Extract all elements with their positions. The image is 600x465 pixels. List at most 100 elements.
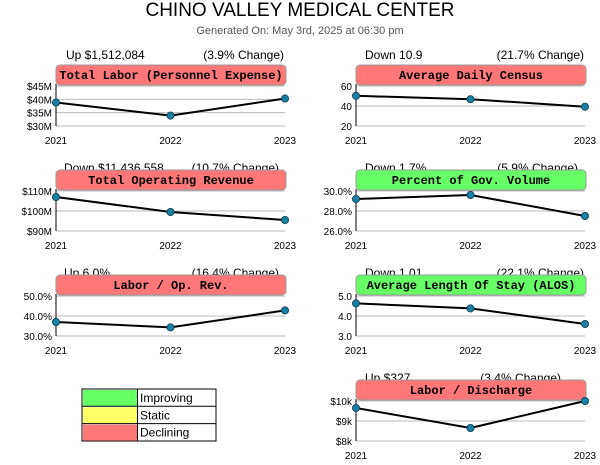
chart-title-banner bbox=[55, 64, 287, 86]
y-tick-label: $110M bbox=[22, 187, 52, 198]
data-point bbox=[280, 306, 289, 315]
chart-panel: Up 6.0% (16.4% Change)Labor / Op. Rev.30.… bbox=[24, 266, 297, 357]
chart-title-banner bbox=[355, 379, 587, 401]
y-tick-label: $10k bbox=[330, 397, 353, 408]
x-tick-label: 2021 bbox=[345, 241, 368, 252]
x-tick-label: 2023 bbox=[574, 346, 597, 357]
y-tick-label: 26.0% bbox=[324, 227, 352, 238]
y-tick-label: $35M bbox=[27, 109, 52, 120]
data-point bbox=[280, 215, 289, 224]
chart-title: Labor / Discharge bbox=[410, 384, 532, 398]
data-point bbox=[52, 192, 61, 201]
legend-label: Improving bbox=[140, 391, 193, 405]
chart-title: Average Daily Census bbox=[399, 69, 543, 83]
legend-swatch bbox=[83, 390, 137, 406]
x-tick-label: 2022 bbox=[459, 136, 482, 147]
y-tick-label: $8k bbox=[336, 437, 353, 448]
chart-panel: Down 1.7% (5.9% Change)Percent of Gov. Vo… bbox=[324, 161, 597, 252]
y-tick-label: 20 bbox=[341, 122, 353, 133]
generated-timestamp: Generated On: May 3rd, 2025 at 06:30 pm bbox=[196, 25, 403, 37]
y-tick-label: 40.0% bbox=[24, 312, 52, 323]
y-tick-label: 4.0 bbox=[338, 312, 352, 323]
x-tick-label: 2023 bbox=[574, 241, 597, 252]
y-tick-label: 5.0 bbox=[338, 292, 352, 303]
percent-change-text: (21.7% Change) bbox=[497, 48, 584, 62]
data-point bbox=[351, 91, 360, 100]
chart-panel: Up $1,512,084 (3.9% Change) Total Labor (P… bbox=[27, 48, 297, 147]
status-legend: Improving Static Declining bbox=[81, 388, 217, 442]
data-point bbox=[166, 323, 175, 332]
y-tick-label: $90M bbox=[27, 227, 52, 238]
data-point bbox=[466, 423, 475, 432]
y-tick-label: 30.0% bbox=[24, 332, 52, 343]
data-point bbox=[166, 111, 175, 120]
x-tick-label: 2022 bbox=[459, 346, 482, 357]
x-tick-label: 2023 bbox=[274, 241, 297, 252]
y-tick-label: 30.0% bbox=[324, 187, 352, 198]
chart-panel: Down 1.01 (22.1% Change)Average Length Of… bbox=[338, 266, 596, 357]
chart-title-banner bbox=[55, 169, 287, 191]
chart-panel: Up $327 (3.4% Change)Labor / Discharge$8k… bbox=[330, 371, 596, 462]
chart-panel: Down 10.9 (21.7% Change) Average Daily Cen… bbox=[341, 48, 597, 147]
data-point bbox=[351, 194, 360, 203]
x-tick-label: 2022 bbox=[159, 346, 182, 357]
chart-title: Labor / Op. Rev. bbox=[113, 279, 228, 293]
y-tick-label: $40M bbox=[27, 95, 52, 106]
chart-title: Total Operating Revenue bbox=[88, 174, 254, 188]
y-tick-label: 40 bbox=[341, 102, 353, 113]
x-tick-label: 2021 bbox=[45, 136, 68, 147]
x-tick-label: 2021 bbox=[345, 451, 368, 462]
y-tick-label: 3.0 bbox=[338, 332, 352, 343]
y-tick-label: 60 bbox=[341, 82, 353, 93]
data-point bbox=[581, 396, 590, 405]
y-tick-label: $30M bbox=[27, 122, 52, 133]
change-text: Up $1,512,084 bbox=[66, 48, 145, 62]
x-tick-label: 2022 bbox=[459, 451, 482, 462]
x-tick-label: 2021 bbox=[345, 346, 368, 357]
legend-swatch bbox=[83, 407, 137, 424]
legend-swatch bbox=[83, 424, 137, 441]
x-tick-label: 2023 bbox=[274, 136, 297, 147]
x-tick-label: 2021 bbox=[45, 241, 68, 252]
chart-title-banner bbox=[355, 64, 587, 86]
chart-title: Total Labor (Personnel Expense) bbox=[59, 69, 282, 83]
chart-panel: Down $11,436,558 (10.7% Change)Total Oper… bbox=[21, 161, 296, 252]
data-point bbox=[581, 319, 590, 328]
data-point bbox=[581, 102, 590, 111]
chart-title-banner bbox=[55, 274, 287, 296]
data-point bbox=[581, 211, 590, 220]
data-point bbox=[52, 317, 61, 326]
y-tick-label: 28.0% bbox=[324, 207, 352, 218]
change-text: Down 10.9 bbox=[365, 48, 423, 62]
legend-label: Static bbox=[140, 408, 170, 422]
data-point bbox=[466, 95, 475, 104]
percent-change-text: (3.9% Change) bbox=[203, 48, 284, 62]
y-tick-label: $100M bbox=[21, 207, 52, 218]
data-point bbox=[351, 403, 360, 412]
chart-panels: Up $1,512,084 (3.9% Change) Total Labor (P… bbox=[21, 48, 596, 462]
y-tick-label: 50.0% bbox=[24, 292, 52, 303]
x-tick-label: 2021 bbox=[345, 136, 368, 147]
data-point bbox=[166, 207, 175, 216]
legend-label: Declining bbox=[140, 426, 189, 440]
series-line bbox=[355, 400, 586, 430]
page-title: CHINO VALLEY MEDICAL CENTER bbox=[145, 0, 454, 21]
chart-title: Average Length Of Stay (ALOS) bbox=[367, 279, 576, 293]
x-tick-label: 2022 bbox=[159, 136, 182, 147]
x-tick-label: 2023 bbox=[574, 451, 597, 462]
x-tick-label: 2023 bbox=[274, 346, 297, 357]
x-tick-label: 2022 bbox=[159, 241, 182, 252]
x-tick-label: 2023 bbox=[574, 136, 597, 147]
x-tick-label: 2022 bbox=[459, 241, 482, 252]
y-tick-label: $9k bbox=[336, 417, 353, 428]
chart-title-banner bbox=[355, 274, 587, 296]
data-point bbox=[466, 304, 475, 313]
data-point bbox=[280, 94, 289, 103]
chart-title-banner bbox=[355, 169, 587, 191]
data-point bbox=[52, 98, 61, 107]
y-tick-label: $45M bbox=[27, 82, 52, 93]
data-point bbox=[466, 190, 475, 199]
x-tick-label: 2021 bbox=[45, 346, 68, 357]
data-point bbox=[351, 299, 360, 308]
